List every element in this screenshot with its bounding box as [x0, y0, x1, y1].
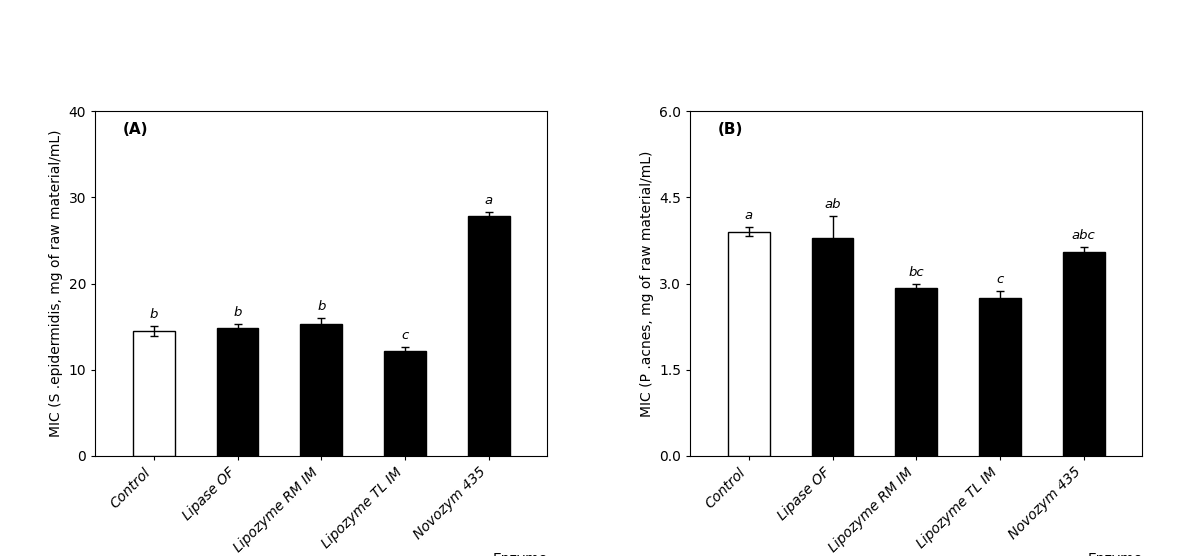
Y-axis label: MIC (S .epidermidis, mg of raw material/mL): MIC (S .epidermidis, mg of raw material/… — [49, 130, 63, 438]
Text: Enzyme: Enzyme — [1088, 553, 1142, 556]
Text: c: c — [996, 273, 1003, 286]
Bar — [300, 324, 343, 456]
Text: b: b — [317, 300, 326, 313]
Text: Enzyme: Enzyme — [493, 553, 547, 556]
Bar — [812, 237, 853, 456]
Bar — [217, 329, 258, 456]
Bar — [133, 331, 175, 456]
Text: a: a — [745, 209, 753, 222]
Text: b: b — [233, 306, 242, 319]
Bar — [1063, 252, 1104, 456]
Text: c: c — [401, 329, 408, 342]
Text: bc: bc — [908, 266, 925, 279]
Bar — [895, 288, 938, 456]
Text: abc: abc — [1072, 229, 1096, 242]
Text: (A): (A) — [123, 122, 148, 137]
Bar — [979, 298, 1021, 456]
Text: b: b — [150, 308, 158, 321]
Bar — [384, 351, 426, 456]
Text: a: a — [484, 194, 493, 207]
Text: ab: ab — [825, 197, 841, 211]
Bar — [468, 216, 509, 456]
Text: (B): (B) — [718, 122, 743, 137]
Bar — [728, 232, 770, 456]
Y-axis label: MIC (P .acnes, mg of raw material/mL): MIC (P .acnes, mg of raw material/mL) — [639, 150, 653, 417]
